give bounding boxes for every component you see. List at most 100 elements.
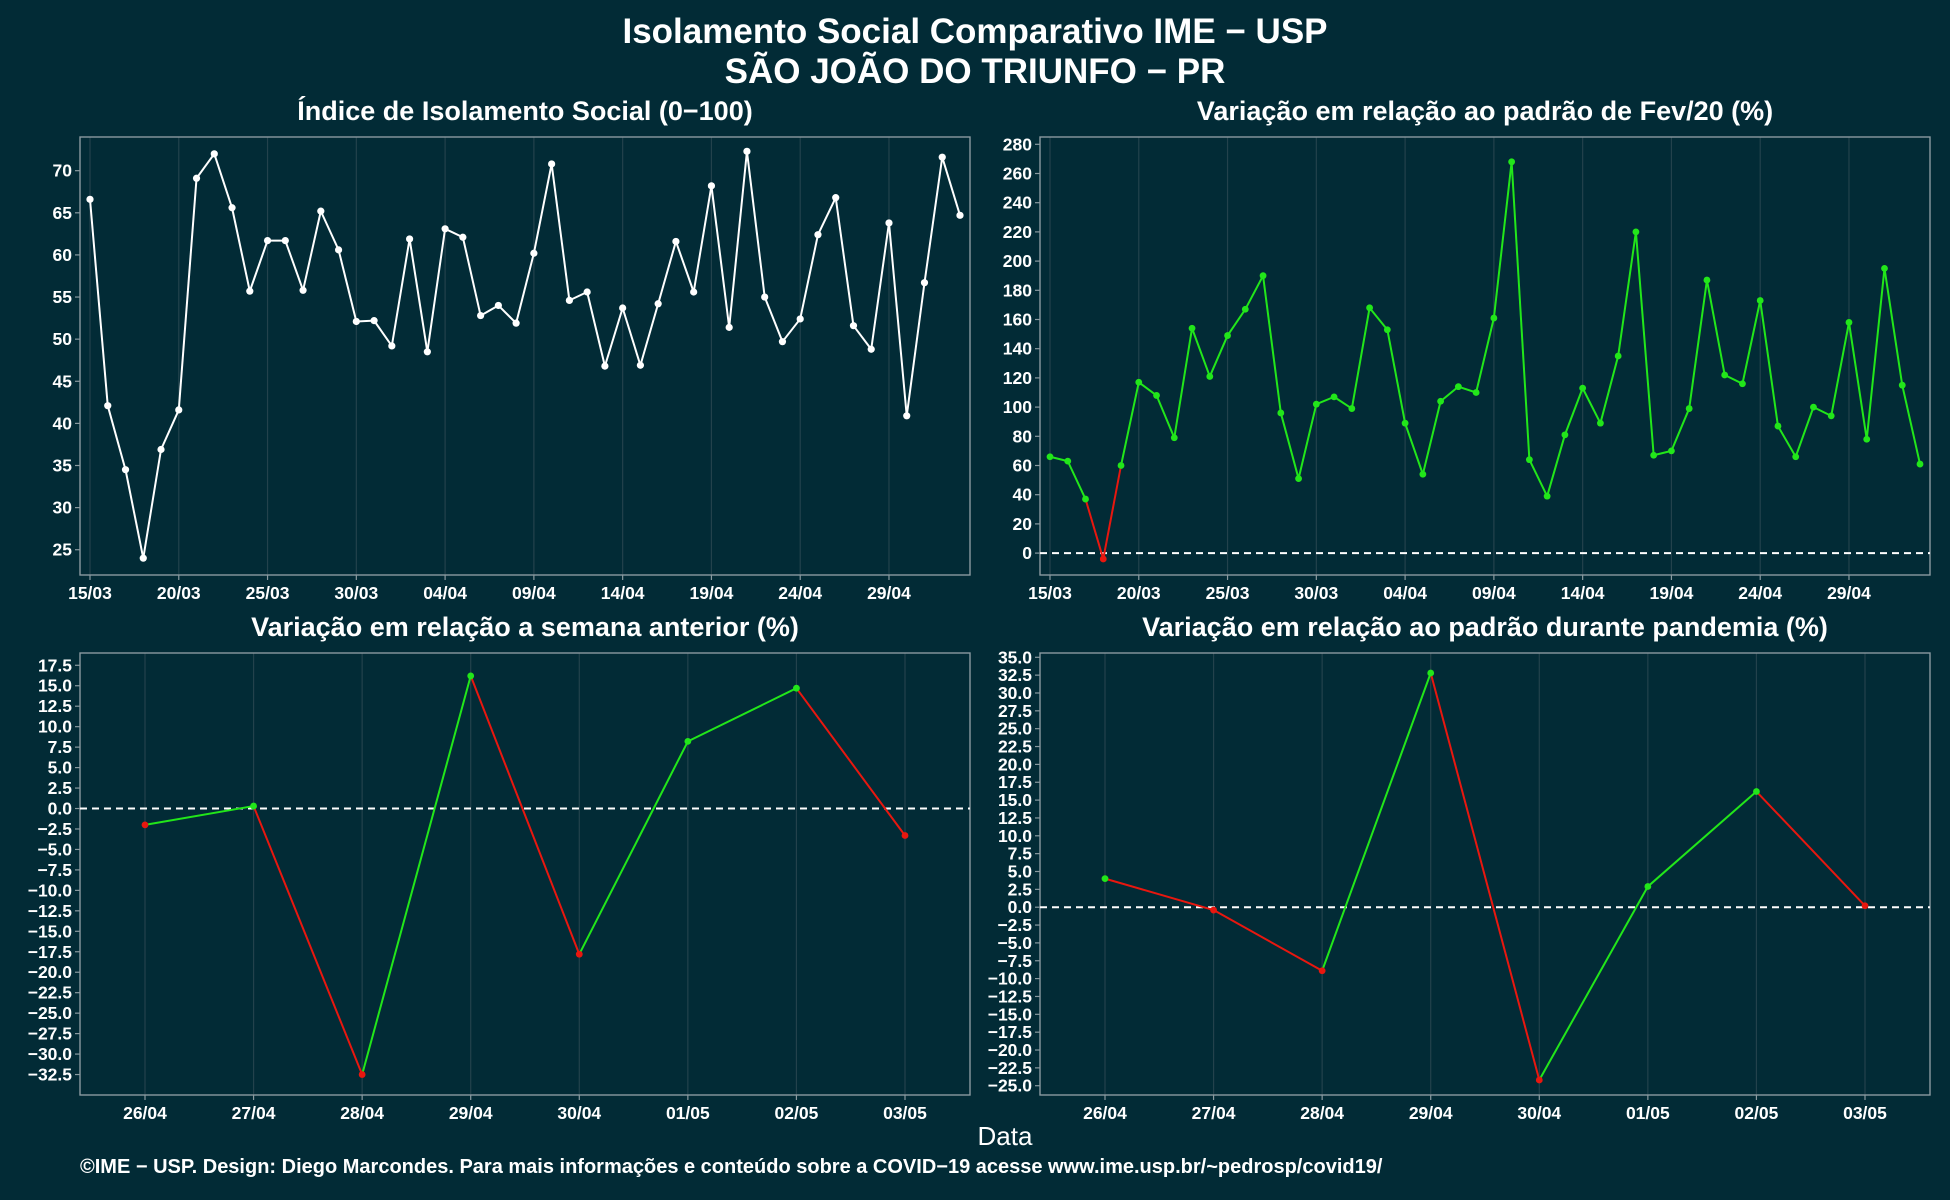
data-point (358, 1071, 366, 1078)
series-segment (763, 296, 784, 343)
data-point (1153, 392, 1160, 399)
series-segment (586, 291, 606, 367)
x-tick-label: 20/03 (1117, 583, 1161, 603)
x-tick-label: 01/05 (1626, 1103, 1670, 1123)
y-tick-label: 30.0 (998, 683, 1032, 703)
y-tick-label: 40 (53, 413, 73, 433)
series-segment (160, 409, 180, 450)
series-segment (1350, 307, 1371, 409)
data-point (1916, 460, 1924, 468)
x-tick-label: 25/03 (1206, 583, 1250, 603)
series-segment (1634, 231, 1655, 456)
data-point (619, 304, 627, 312)
y-tick-label: −17.5 (28, 942, 73, 962)
data-point (1277, 409, 1285, 417)
series-segment (1777, 425, 1797, 458)
series-segment (674, 241, 695, 293)
y-tick-label: 0.0 (48, 799, 73, 819)
data-point (1650, 451, 1658, 459)
data-point (299, 286, 307, 294)
data-point (423, 348, 431, 356)
data-point (1082, 495, 1089, 503)
x-tick-label: 02/05 (775, 1103, 819, 1123)
series-segment (795, 687, 906, 837)
data-point (1318, 967, 1326, 975)
data-point (192, 174, 201, 182)
y-tick-label: 60 (1013, 456, 1033, 476)
series-segment (1262, 275, 1282, 414)
y-tick-label: 160 (1003, 310, 1032, 330)
y-tick-label: 280 (1003, 134, 1032, 154)
series-segment (1546, 434, 1566, 497)
series-segment (106, 405, 127, 470)
data-point (796, 315, 804, 323)
y-tick-label: −15.0 (28, 921, 73, 941)
x-tick-label: 02/05 (1735, 1103, 1779, 1123)
y-tick-label: 70 (53, 161, 73, 181)
y-tick-label: 40 (1013, 485, 1033, 505)
data-point (1099, 555, 1107, 563)
x-tick-label: 03/05 (1843, 1103, 1887, 1123)
series-segment (124, 469, 145, 559)
data-point (956, 211, 964, 219)
y-tick-label: 10.0 (38, 717, 72, 737)
data-point (1668, 447, 1675, 455)
y-tick-label: 25.0 (998, 719, 1032, 739)
data-point (121, 466, 130, 474)
data-point (441, 225, 449, 233)
series-segment (692, 185, 713, 293)
data-point (1756, 297, 1764, 304)
y-tick-label: −27.5 (28, 1024, 73, 1044)
data-point (690, 288, 698, 296)
data-point (1739, 380, 1746, 388)
series-segment (1429, 672, 1541, 1081)
panel-title: Variação em relação a semana anterior (%… (251, 612, 799, 642)
series-segment (1138, 381, 1158, 397)
data-point (1437, 397, 1445, 405)
data-point (317, 207, 325, 215)
series-segment (887, 222, 908, 416)
series-segment (1688, 279, 1708, 409)
data-point (1644, 883, 1652, 890)
x-tick-label: 15/03 (68, 583, 112, 603)
data-point (1427, 669, 1435, 677)
data-point (1863, 435, 1871, 443)
data-point (104, 402, 112, 410)
x-tick-label: 24/04 (1738, 583, 1782, 603)
data-point (246, 287, 254, 295)
series-segment (1439, 385, 1460, 403)
data-point (1401, 419, 1409, 427)
y-tick-label: 140 (1003, 339, 1032, 359)
y-tick-label: 65 (53, 203, 73, 223)
series-segment (361, 675, 472, 1075)
data-point (1792, 453, 1800, 461)
y-tick-label: −20.0 (28, 962, 73, 982)
series-segment (1510, 161, 1531, 460)
data-point (1419, 470, 1427, 478)
data-point (1490, 314, 1498, 322)
y-tick-label: 100 (1003, 397, 1032, 417)
data-point (1188, 324, 1196, 332)
y-tick-label: −22.5 (28, 983, 73, 1003)
y-tick-label: 220 (1003, 222, 1032, 242)
panel-frame (79, 652, 971, 1096)
x-tick-label: 14/04 (1561, 583, 1605, 603)
x-tick-label: 04/04 (1383, 583, 1427, 603)
x-tick-label: 30/04 (1517, 1103, 1561, 1123)
y-tick-label: 30 (53, 498, 73, 518)
series-segment (252, 805, 364, 1075)
x-tick-label: 04/04 (423, 583, 467, 603)
series-segment (1084, 498, 1105, 560)
x-tick-label: 28/04 (340, 1103, 384, 1123)
y-tick-label: 20.0 (998, 754, 1032, 774)
data-point (654, 300, 662, 308)
data-point (1101, 875, 1109, 883)
series-segment (1191, 327, 1211, 377)
series-segment (799, 234, 819, 320)
data-point (1561, 431, 1569, 439)
data-point (903, 412, 911, 420)
x-tick-label: 29/04 (1409, 1103, 1453, 1123)
series-segment (213, 153, 233, 209)
series-segment (1670, 408, 1691, 452)
data-point (1383, 326, 1391, 334)
